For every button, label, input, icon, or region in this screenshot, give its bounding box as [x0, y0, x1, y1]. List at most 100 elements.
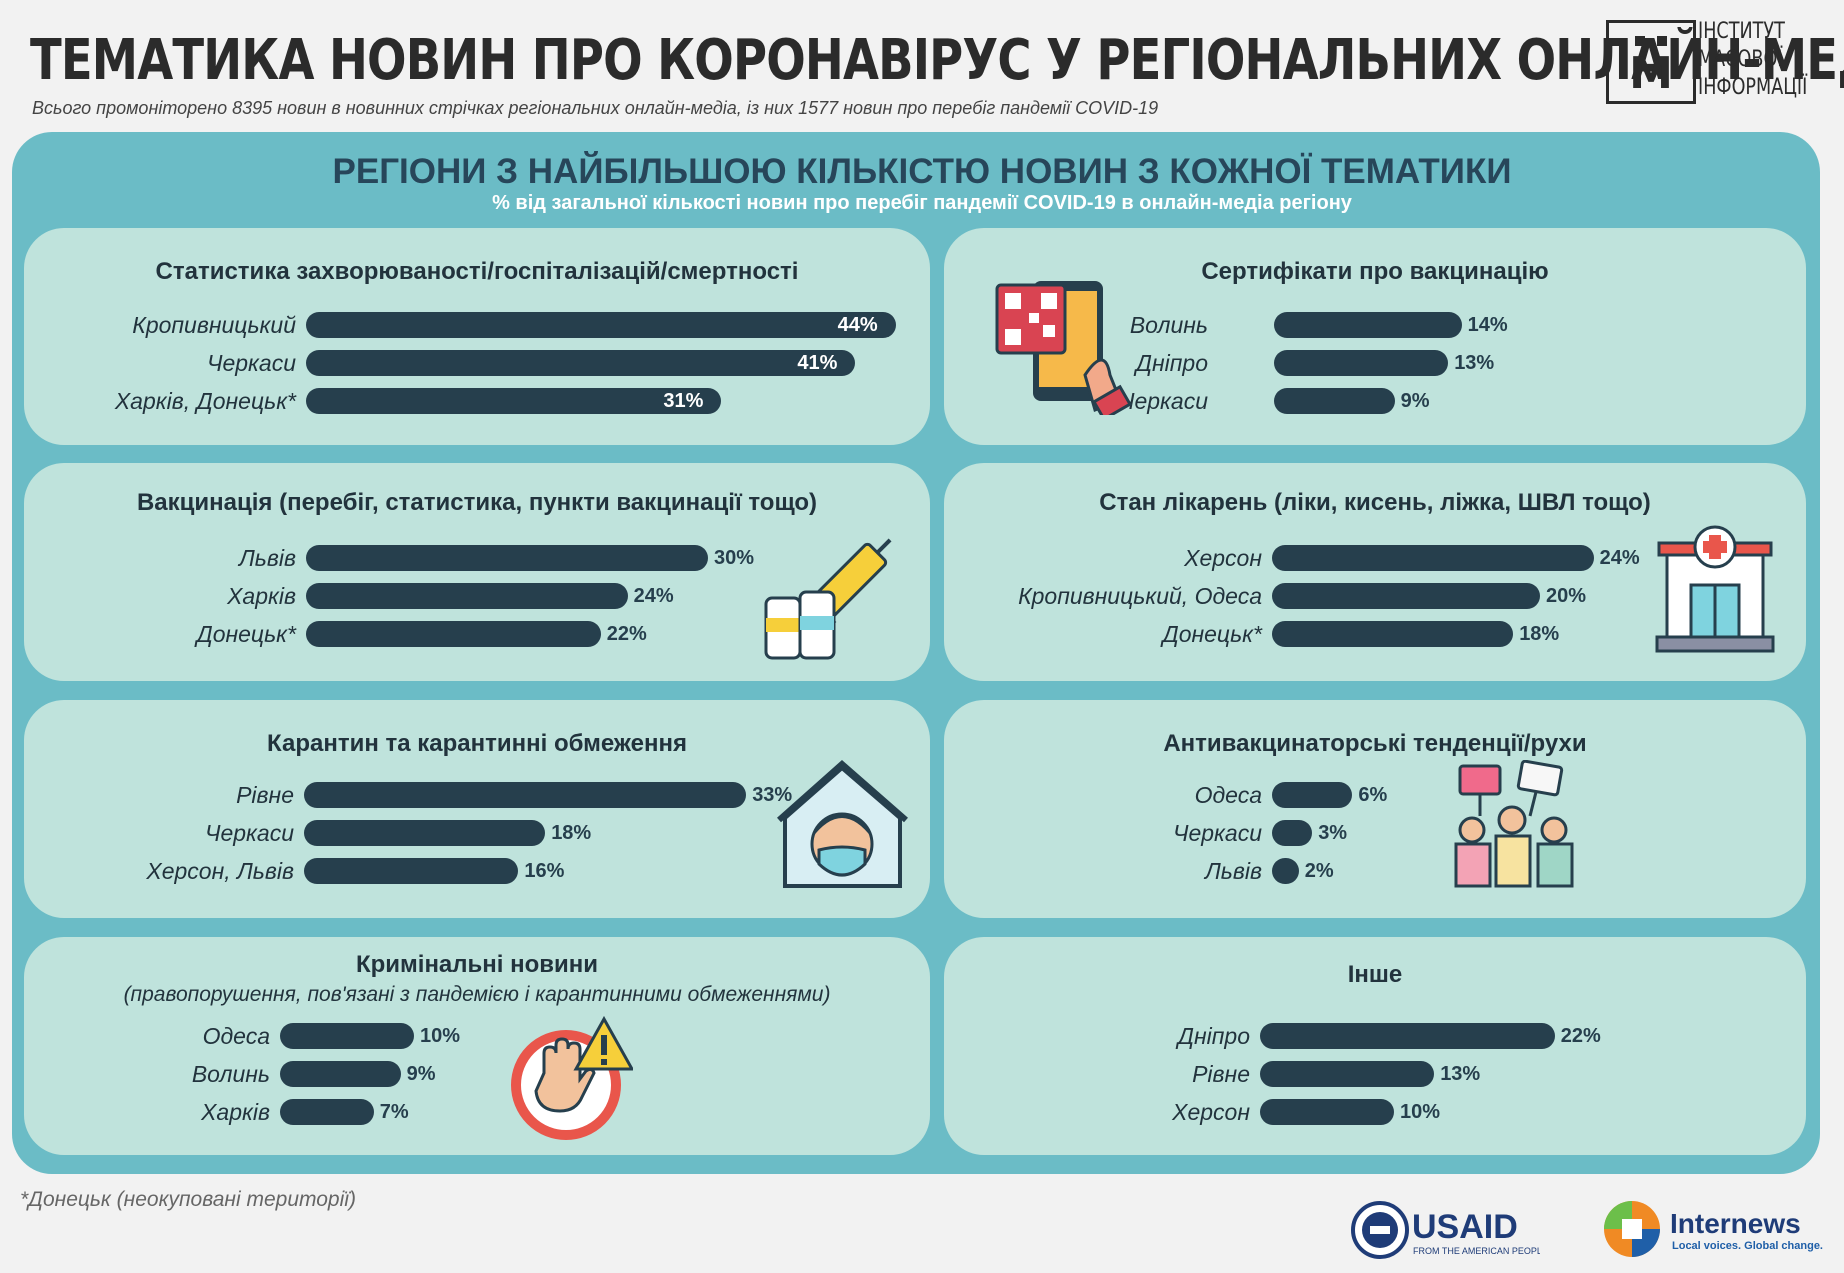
bar	[306, 545, 708, 571]
region-label: Львів	[239, 545, 296, 571]
card-title: Антивакцинаторські тенденції/рухи	[1163, 730, 1587, 757]
region-label: Херсон	[1172, 1099, 1250, 1125]
internews-logo: Internews Local voices. Global change.	[1604, 1201, 1823, 1257]
bar	[1272, 858, 1299, 884]
bar	[1274, 350, 1449, 376]
value-label: 18%	[551, 822, 592, 844]
value-label: 6%	[1358, 784, 1388, 806]
svg-text:Local voices. Global change.: Local voices. Global change.	[1672, 1240, 1823, 1252]
bar-row: Донецьк* 22%	[24, 619, 930, 649]
value-label: 13%	[1440, 1063, 1481, 1085]
value-label: 24%	[633, 585, 674, 607]
value-label: 20%	[1546, 585, 1587, 607]
value-label: 16%	[524, 860, 565, 882]
stop-hand-warning-icon	[511, 1015, 633, 1140]
region-label: Черкаси	[206, 350, 296, 376]
value-label: 9%	[406, 1063, 436, 1085]
region-label: Волинь	[191, 1061, 270, 1087]
region-label: Донецьк*	[196, 621, 297, 647]
card-title: Кримінальні новини	[355, 951, 599, 978]
bar	[280, 1061, 401, 1087]
value-label: 24%	[1599, 547, 1640, 569]
region-label: Львів	[1205, 858, 1262, 884]
region-label: Рівне	[1192, 1061, 1250, 1087]
svg-text:FROM THE AMERICAN PEOPLE: FROM THE AMERICAN PEOPLE	[1413, 1246, 1540, 1256]
qr-phone-icon	[995, 281, 1133, 415]
card-title: Інше	[1347, 961, 1403, 988]
bar-row: Дніпро 13%	[944, 348, 1806, 378]
page-subtitle: Всього промоніторено 8395 новин в новинн…	[32, 98, 1159, 118]
card-title: Сертифікати про вакцинацію	[1201, 258, 1549, 285]
value-label: 18%	[1519, 623, 1560, 645]
bar	[304, 858, 519, 884]
bar-row: Черкаси 9%	[944, 386, 1806, 416]
value-label: 2%	[1304, 860, 1334, 882]
bar	[280, 1023, 414, 1049]
region-label: Кропивницький, Одеса	[1018, 583, 1262, 609]
bar-row: Черкаси 3%	[944, 818, 1806, 848]
value-label: 33%	[752, 784, 793, 806]
bar-row: Рівне 33%	[24, 780, 930, 810]
topic-card: Сертифікати про вакцинацію Волинь 14% Дніпр…	[944, 228, 1806, 445]
svg-text:USAID: USAID	[1412, 1208, 1518, 1246]
svg-text:Internews: Internews	[1670, 1208, 1801, 1239]
svg-text:М: М	[1629, 48, 1673, 92]
bar-row: Львів 2%	[944, 856, 1806, 886]
panel-subtitle: % від загальної кількості новин про пере…	[492, 192, 1352, 214]
bar-row: Кропивницький 44%	[24, 310, 930, 340]
imi-logo-text: ІНСТИТУТ МАСОВОЇ ІНФОРМАЦІЇ	[1698, 19, 1808, 100]
bar	[306, 312, 896, 338]
bar-row: Харків 24%	[24, 581, 930, 611]
quarantine-house-icon	[777, 760, 908, 888]
bar-row: Рівне 13%	[944, 1059, 1806, 1089]
region-label: Кропивницький	[132, 312, 296, 338]
value-label: 41%	[797, 352, 838, 374]
card-title: Статистика захворюваності/госпіталізацій…	[155, 258, 799, 285]
region-label: Одеса	[1194, 782, 1262, 808]
bar	[1260, 1099, 1394, 1125]
topic-card: Статистика захворюваності/госпіталізацій…	[24, 228, 930, 445]
bar-row: Харків 7%	[24, 1097, 930, 1127]
card-title: Карантин та карантинні обмеження	[267, 730, 687, 757]
value-label: 44%	[837, 314, 878, 336]
bar	[1274, 388, 1395, 414]
bar-row: Кропивницький, Одеса 20%	[944, 581, 1806, 611]
bar-row: Львів 30%	[24, 543, 930, 573]
usaid-logo: USAID FROM THE AMERICAN PEOPLE	[1351, 1201, 1540, 1259]
bar	[280, 1099, 374, 1125]
topic-card: Антивакцинаторські тенденції/рухи Одеса 6%…	[944, 700, 1806, 918]
bar-row: Херсон 10%	[944, 1097, 1806, 1127]
region-label: Херсон	[1184, 545, 1262, 571]
region-label: Харків	[201, 1099, 270, 1125]
protest-icon	[1454, 760, 1574, 888]
value-label: 3%	[1318, 822, 1348, 844]
region-label: Херсон, Львів	[146, 858, 294, 884]
topic-card: Карантин та карантинні обмеження Рівне 33%…	[24, 700, 930, 918]
bar	[304, 820, 546, 846]
bar	[306, 583, 628, 609]
hospital-icon	[1655, 525, 1775, 653]
value-label: 31%	[663, 390, 704, 412]
bar	[1272, 782, 1353, 808]
value-label: 22%	[606, 623, 647, 645]
region-label: Дніпро	[1135, 350, 1208, 376]
bar-row: Волинь 9%	[24, 1059, 930, 1089]
bar-row: Черкаси 18%	[24, 818, 930, 848]
bar-row: Херсон 24%	[944, 543, 1806, 573]
region-label: Донецьк*	[1162, 621, 1263, 647]
value-label: 14%	[1467, 314, 1508, 336]
topic-card: Інше Дніпро 22% Рівне 13% Херсон 10%	[944, 937, 1806, 1155]
bar-row: Харків, Донецьк* 31%	[24, 386, 930, 416]
bar	[1272, 583, 1540, 609]
region-label: Рівне	[236, 782, 294, 808]
value-label: 10%	[1400, 1101, 1441, 1123]
value-label: 30%	[714, 547, 755, 569]
bar-row: Черкаси 41%	[24, 348, 930, 378]
region-label: Черкаси	[204, 820, 294, 846]
value-label: 13%	[1454, 352, 1495, 374]
bar-row: Волинь 14%	[944, 310, 1806, 340]
region-label: Черкаси	[1118, 388, 1208, 414]
bar	[1272, 545, 1594, 571]
card-title: Вакцинація (перебіг, статистика, пункти …	[136, 489, 818, 516]
bar-row: Дніпро 22%	[944, 1021, 1806, 1051]
